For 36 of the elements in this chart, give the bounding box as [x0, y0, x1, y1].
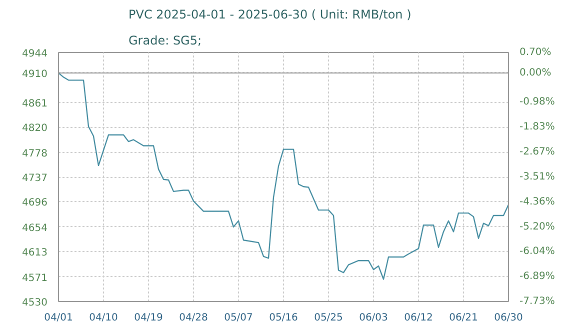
y-tick-label: 4910 — [22, 68, 48, 80]
y2-tick-label: 0.70% — [520, 47, 552, 58]
y-tick-label: 4571 — [22, 272, 48, 284]
y2-tick-label: -6.89% — [520, 271, 555, 282]
y2-tick-label: -3.51% — [520, 171, 555, 182]
chart-subtitle: Grade: SG5; — [128, 34, 202, 48]
y2-tick-label: -7.73% — [520, 296, 555, 307]
x-tick-label: 04/28 — [179, 312, 208, 324]
x-tick-label: 05/16 — [269, 312, 298, 324]
y-tick-label: 4820 — [22, 123, 48, 134]
x-tick-label: 06/21 — [449, 312, 478, 324]
y2-tick-label: -0.98% — [520, 96, 555, 108]
y2-tick-label: 0.00% — [520, 68, 552, 79]
chart-title: PVC 2025-04-01 - 2025-06-30 ( Unit: RMB/ton ) — [128, 8, 412, 22]
y2-tick-label: -1.83% — [520, 122, 555, 133]
y-tick-label: 4861 — [22, 98, 48, 110]
y-tick-label: 4530 — [22, 298, 48, 308]
x-tick-label: 04/10 — [89, 312, 118, 324]
y-tick-label: 4737 — [22, 173, 48, 184]
y2-tick-label: -5.20% — [520, 221, 555, 232]
line-series — [58, 72, 508, 280]
y-tick-label: 4944 — [22, 48, 48, 60]
x-tick-label: 04/19 — [134, 312, 163, 324]
y2-tick-label: -2.67% — [520, 146, 555, 158]
y-tick-label: 4613 — [22, 248, 48, 259]
y2-tick-label: -6.04% — [520, 246, 555, 258]
x-tick-label: 06/30 — [494, 312, 523, 324]
y-tick-label: 4654 — [22, 222, 48, 234]
x-tick-label: 05/07 — [224, 312, 253, 324]
x-tick-label: 05/25 — [314, 312, 343, 324]
y2-tick-label: -4.36% — [520, 196, 555, 208]
y-tick-label: 4696 — [22, 198, 48, 209]
x-tick-label: 04/01 — [44, 312, 73, 324]
y-tick-label: 4778 — [22, 148, 48, 160]
x-tick-label: 06/03 — [359, 312, 388, 324]
x-tick-label: 06/12 — [404, 312, 433, 324]
